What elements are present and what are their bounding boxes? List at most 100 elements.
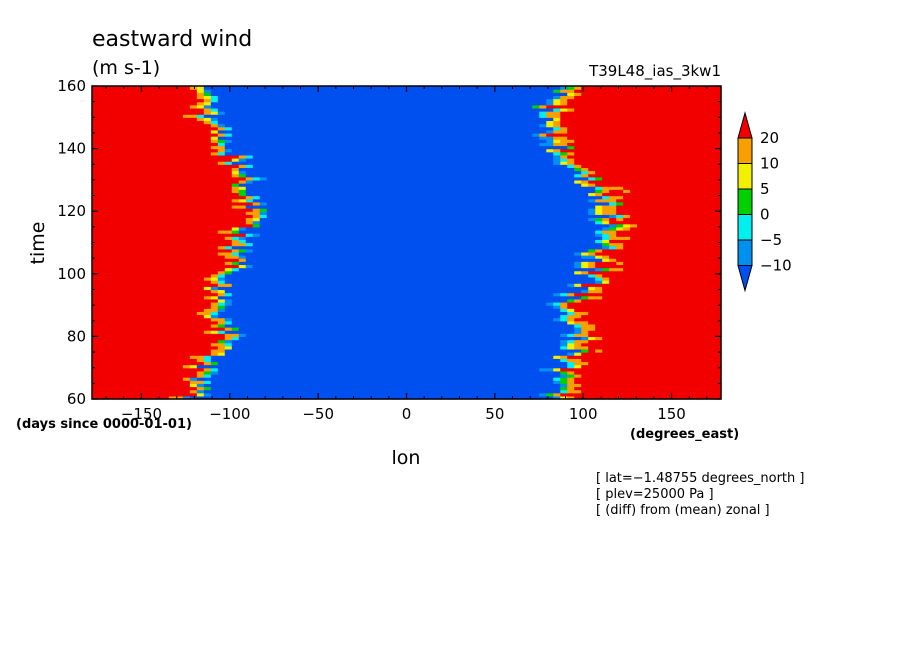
heat-cell: [140, 314, 149, 319]
heat-cell: [469, 298, 477, 303]
heat-cell: [455, 292, 464, 297]
heat-cell: [574, 330, 582, 334]
heat-cell: [651, 327, 659, 331]
heat-cell: [413, 336, 422, 341]
heat-cell: [602, 295, 610, 300]
heat-cell: [630, 333, 638, 337]
heat-cell: [224, 251, 233, 256]
heat-cell: [693, 364, 701, 369]
heat-cell: [196, 383, 205, 388]
heat-cell: [231, 258, 240, 262]
heat-cell: [189, 270, 198, 275]
heat-cell: [385, 236, 394, 240]
heat-cell: [287, 223, 296, 228]
heat-cell: [294, 273, 303, 278]
heat-cell: [644, 301, 652, 306]
heat-cell: [252, 292, 261, 297]
heat-cell: [140, 352, 149, 356]
heat-cell: [560, 264, 568, 269]
heat-cell: [539, 370, 547, 375]
heat-cell: [217, 298, 226, 303]
heat-cell: [203, 342, 212, 347]
heat-cell: [693, 342, 701, 347]
heat-cell: [413, 242, 422, 247]
heat-cell: [602, 320, 610, 325]
heat-cell: [343, 267, 352, 272]
heat-cell: [665, 229, 673, 234]
heat-cell: [147, 223, 156, 228]
heat-cell: [147, 305, 156, 309]
heat-cell: [679, 229, 687, 234]
heat-cell: [462, 242, 470, 247]
heat-cell: [693, 311, 701, 316]
heat-cell: [546, 314, 554, 319]
heat-cell: [637, 352, 645, 356]
heat-cell: [602, 370, 610, 375]
heat-cell: [637, 373, 645, 378]
heat-cell: [574, 361, 582, 366]
heat-cell: [294, 301, 303, 306]
heat-cell: [224, 261, 233, 266]
heat-cell: [525, 333, 533, 337]
heat-cell: [168, 251, 177, 256]
heat-cell: [511, 386, 519, 391]
heat-cell: [210, 317, 219, 322]
heat-cell: [658, 327, 666, 331]
heat-cell: [294, 295, 303, 300]
heat-cell: [357, 314, 366, 319]
heat-cell: [336, 236, 345, 240]
heat-cell: [539, 301, 547, 306]
heat-cell: [616, 248, 624, 253]
heat-cell: [532, 292, 540, 297]
heat-cell: [630, 320, 638, 325]
heat-cell: [595, 270, 603, 275]
heat-cell: [315, 373, 324, 378]
heat-cell: [693, 292, 701, 297]
heat-cell: [567, 358, 575, 363]
heat-cell: [707, 292, 715, 297]
heat-cell: [140, 289, 149, 294]
heat-cell: [259, 289, 268, 294]
heat-cell: [679, 361, 687, 366]
heat-cell: [700, 373, 708, 378]
heat-cell: [609, 295, 617, 300]
heat-cell: [581, 348, 589, 353]
heat-cell: [441, 295, 450, 300]
heat-cell: [343, 305, 352, 309]
heat-cell: [189, 223, 198, 228]
heat-cell: [329, 383, 338, 388]
heat-cell: [546, 251, 554, 256]
heat-cell: [392, 339, 401, 344]
heat-cell: [490, 361, 498, 366]
heat-cell: [224, 276, 233, 281]
heat-cell: [147, 226, 156, 231]
heat-cell: [399, 333, 408, 337]
heat-cell: [441, 314, 450, 319]
heat-cell: [259, 267, 268, 272]
heat-cell: [476, 389, 484, 394]
heat-cell: [588, 370, 596, 375]
heat-cell: [560, 389, 568, 394]
heat-cell: [679, 342, 687, 347]
heat-cell: [665, 289, 673, 294]
heat-cell: [392, 236, 401, 240]
heat-cell: [658, 370, 666, 375]
heat-cell: [679, 330, 687, 334]
heat-cell: [308, 339, 317, 344]
heat-cell: [140, 342, 149, 347]
heat-cell: [315, 280, 324, 284]
heat-cell: [469, 245, 477, 250]
heat-cell: [245, 223, 254, 228]
heat-cell: [490, 395, 498, 400]
heat-cell: [658, 320, 666, 325]
heat-cell: [693, 251, 701, 256]
heat-cell: [322, 373, 331, 378]
heat-cell: [280, 311, 289, 316]
heat-cell: [637, 276, 645, 281]
heat-cell: [189, 283, 198, 287]
heat-cell: [182, 289, 191, 294]
heat-cell: [371, 320, 380, 325]
heat-cell: [168, 348, 177, 353]
heat-cell: [665, 295, 673, 300]
heat-cell: [672, 301, 680, 306]
